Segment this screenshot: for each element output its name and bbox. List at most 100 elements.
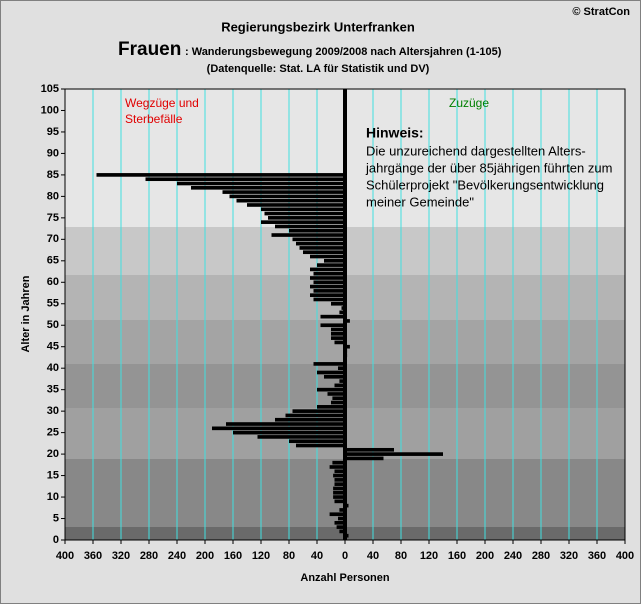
bar (292, 409, 345, 413)
bar (320, 323, 345, 328)
bar (329, 465, 345, 469)
x-tick-label: 240 (168, 550, 186, 562)
x-tick-label: 120 (252, 550, 270, 562)
bar (247, 203, 345, 207)
bar (331, 400, 345, 405)
x-tick-label: 280 (140, 550, 158, 562)
bar (331, 327, 345, 332)
x-tick-label: 200 (476, 550, 494, 562)
subtitle: (Datenquelle: Stat. LA für Statistik und… (207, 63, 430, 75)
x-tick-label: 360 (84, 550, 102, 562)
bar (333, 486, 345, 491)
bar (317, 405, 345, 409)
bar (334, 383, 345, 388)
bar (331, 301, 345, 306)
x-tick-label: 0 (342, 550, 348, 562)
bar (345, 447, 394, 452)
x-tick-label: 240 (504, 550, 522, 562)
y-tick-label: 10 (47, 491, 59, 503)
y-tick-label: 30 (47, 405, 59, 417)
bar (229, 194, 345, 199)
x-axis-label: Anzahl Personen (300, 572, 390, 584)
bar (327, 392, 345, 396)
x-tick-label: 400 (616, 550, 634, 562)
y-tick-label: 25 (47, 427, 59, 439)
bar (212, 426, 345, 431)
bar (334, 469, 345, 474)
y-tick-label: 90 (47, 147, 59, 159)
bar (96, 173, 345, 177)
bar (317, 387, 345, 392)
bar (334, 499, 345, 504)
bar (317, 370, 345, 375)
note-line: jahrgänge der über 85jährigen führten zu… (365, 160, 612, 175)
y-tick-label: 85 (47, 169, 59, 181)
bar (332, 460, 345, 465)
x-tick-label: 120 (420, 550, 438, 562)
bar (177, 181, 345, 186)
bar (334, 340, 345, 345)
x-tick-label: 400 (56, 550, 74, 562)
y-tick-label: 20 (47, 448, 59, 460)
bar (333, 495, 345, 499)
bar (331, 332, 345, 336)
bar (334, 520, 345, 525)
bar (336, 525, 345, 529)
x-tick-label: 160 (224, 550, 242, 562)
bar (331, 336, 345, 340)
note-line: meiner Gemeinde" (366, 194, 474, 209)
bar (329, 512, 345, 517)
bar (275, 417, 345, 422)
bar (333, 490, 345, 495)
y-tick-label: 5 (53, 512, 59, 524)
y-tick-label: 40 (47, 362, 59, 374)
bar (257, 435, 345, 439)
x-tick-label: 80 (395, 550, 407, 562)
y-tick-label: 35 (47, 384, 59, 396)
y-tick-label: 60 (47, 276, 59, 288)
bar (296, 241, 345, 246)
bar (310, 284, 345, 289)
x-tick-label: 360 (588, 550, 606, 562)
bar (338, 516, 345, 521)
bar (303, 250, 345, 255)
left-label: Sterbefälle (125, 112, 183, 126)
note-line: Die unzureichend dargestellten Alters- (366, 143, 586, 158)
chart-title: : Wanderungsbewegung 2009/2008 nach Alte… (185, 46, 502, 58)
bar (296, 443, 345, 448)
x-tick-label: 200 (196, 550, 214, 562)
bar (320, 314, 345, 319)
bar (339, 310, 345, 315)
bar (145, 177, 345, 182)
bar (264, 211, 345, 216)
x-tick-label: 160 (448, 550, 466, 562)
x-tick-label: 280 (532, 550, 550, 562)
x-tick-label: 320 (112, 550, 130, 562)
y-tick-label: 80 (47, 190, 59, 202)
bar (222, 190, 345, 194)
bar (310, 254, 345, 259)
y-tick-label: 70 (47, 233, 59, 245)
note-line: Schülerprojekt "Bevölkerungsentwicklung (366, 177, 604, 192)
bar (285, 413, 345, 418)
bar (313, 280, 345, 285)
right-label: Zuzüge (449, 96, 489, 110)
bar (191, 185, 345, 190)
bar (271, 233, 345, 237)
y-tick-label: 15 (47, 469, 59, 481)
supertitle: Regierungsbezirk Unterfranken (221, 19, 415, 34)
bar (275, 224, 345, 229)
bar (334, 478, 345, 482)
bar (334, 482, 345, 486)
y-tick-label: 75 (47, 212, 59, 224)
bar (233, 430, 345, 435)
bar (339, 379, 345, 383)
bar (345, 319, 350, 323)
bar (317, 263, 345, 267)
bar (310, 267, 345, 272)
bar (338, 366, 345, 371)
bar (345, 344, 350, 349)
y-tick-label: 105 (41, 83, 59, 95)
copyright: © StratCon (572, 6, 630, 18)
